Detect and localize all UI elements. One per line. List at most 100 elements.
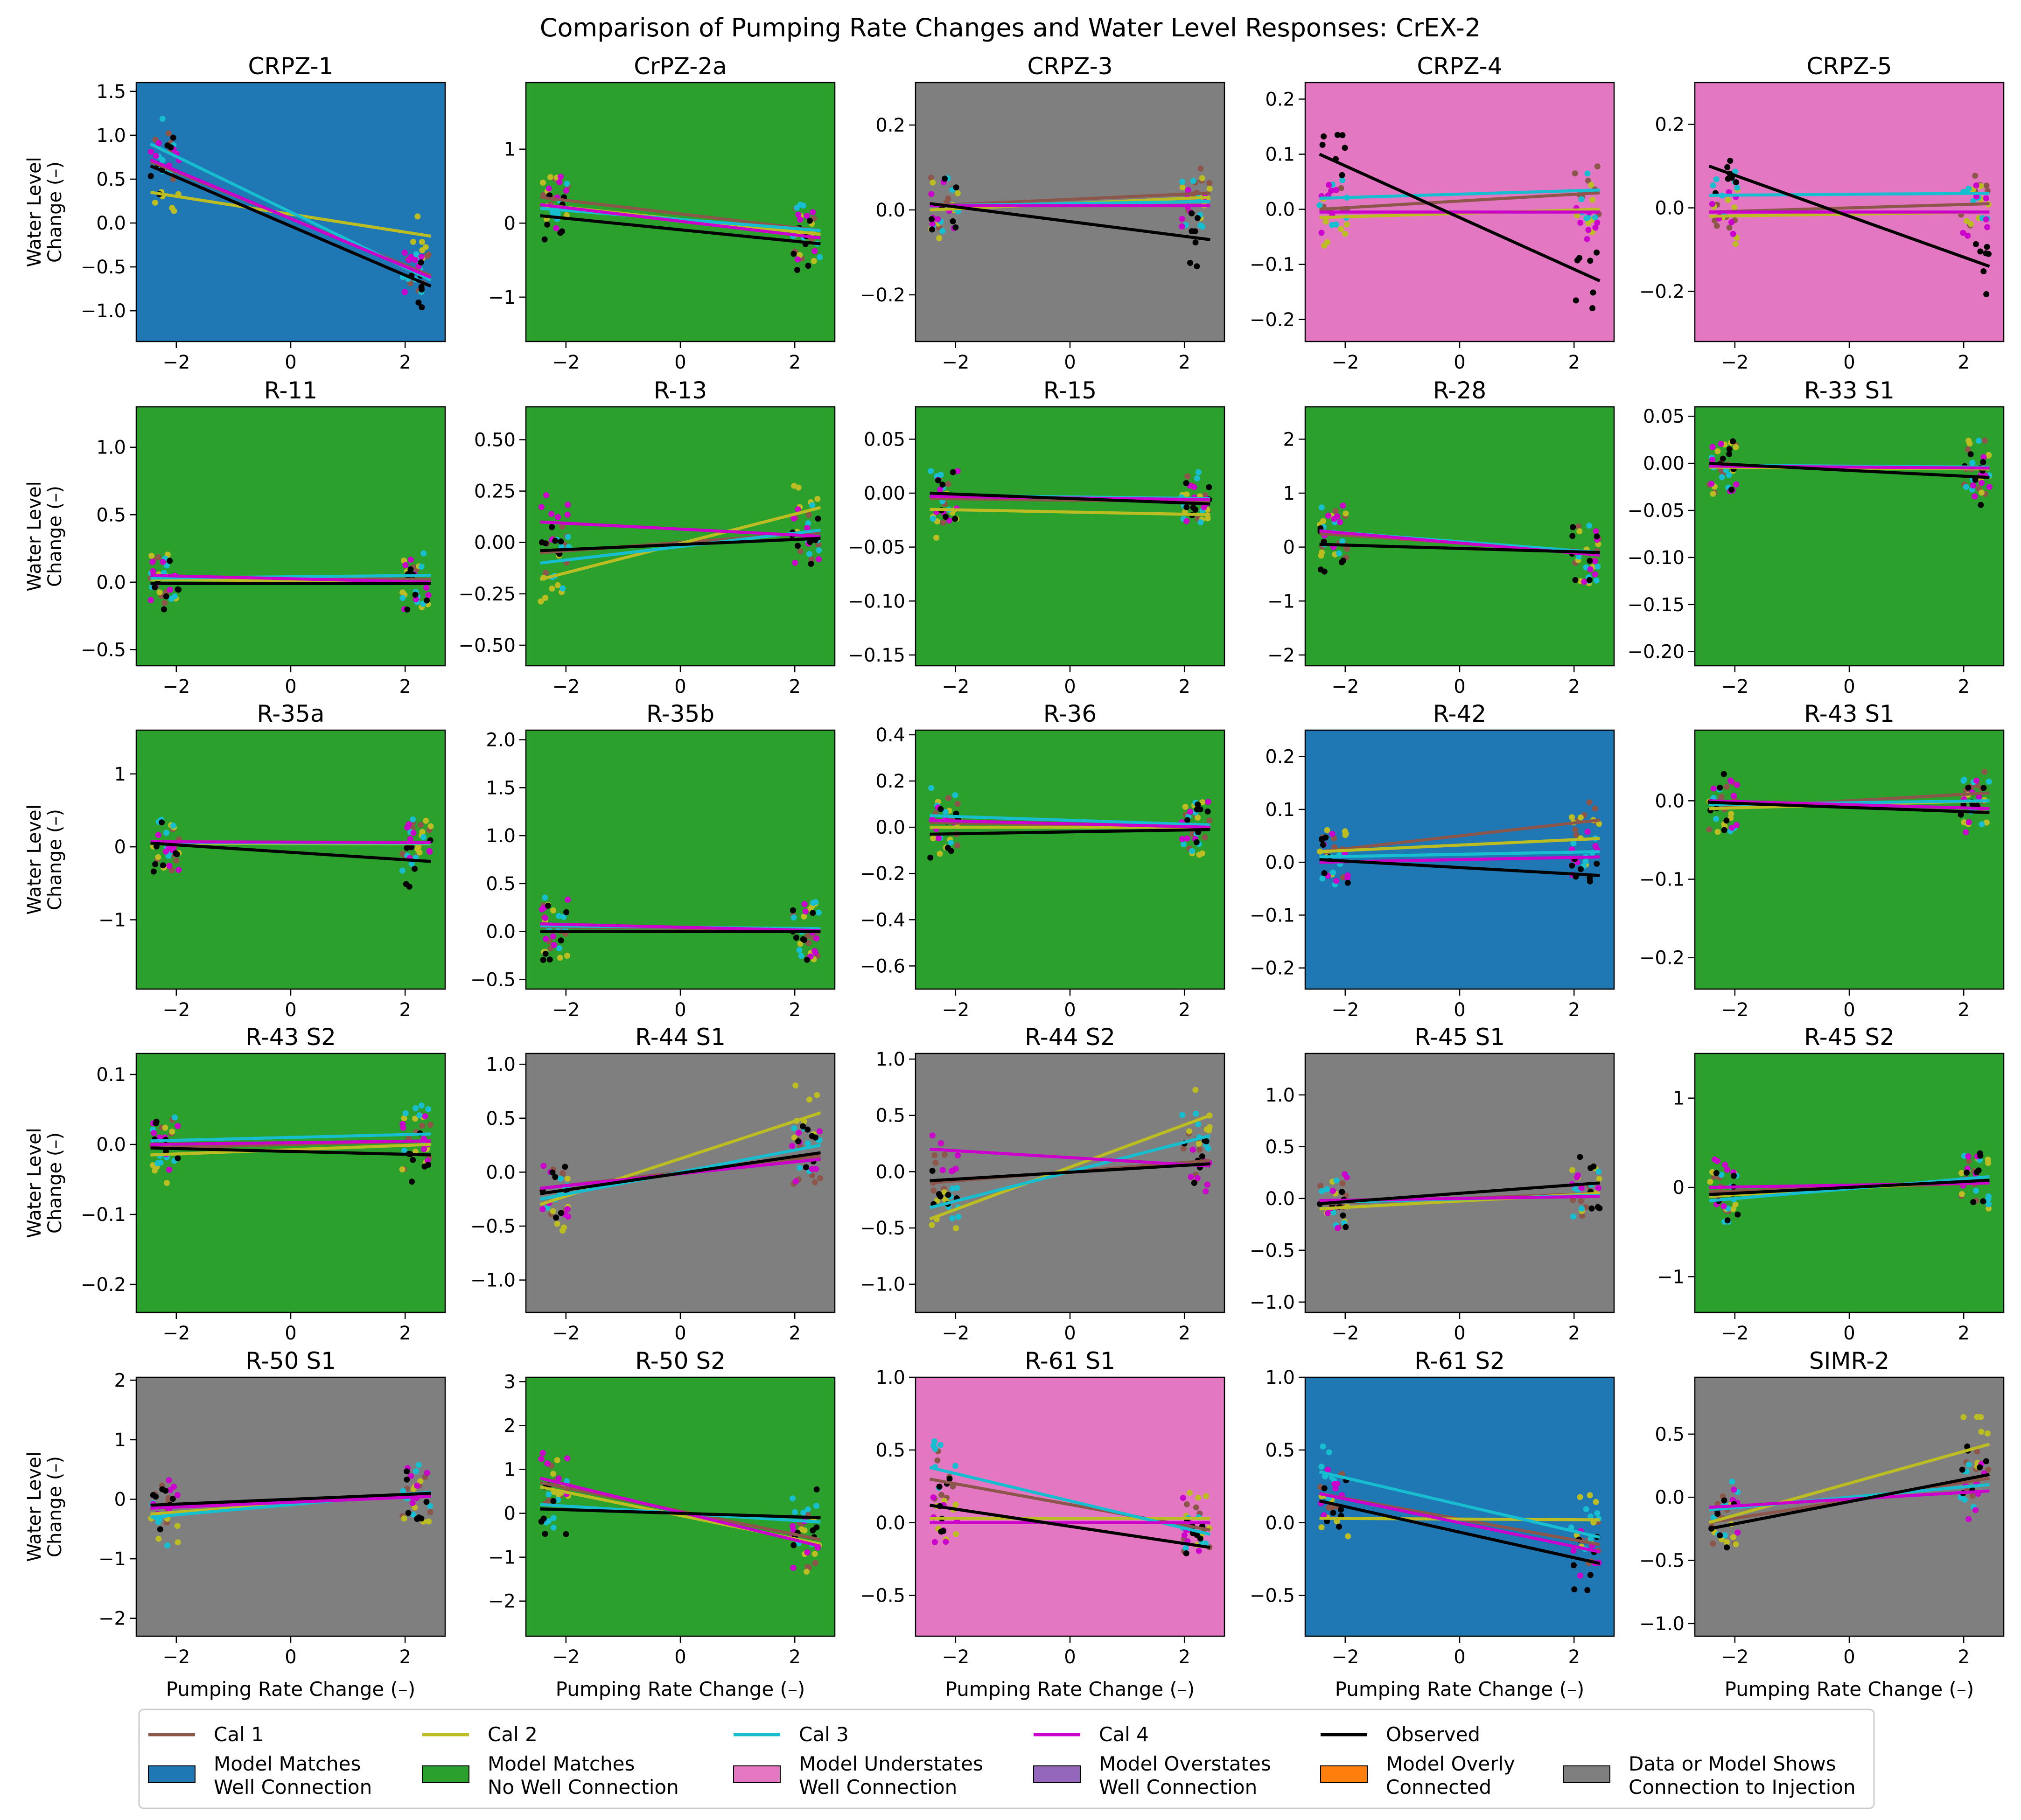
data-point <box>929 1222 935 1228</box>
legend-patch-label: Data or Model Shows <box>1629 1752 1836 1775</box>
x-tick-label: 0 <box>1843 1646 1855 1668</box>
data-point <box>1343 510 1349 517</box>
x-tick-label: −2 <box>1721 1646 1748 1668</box>
y-tick-label: 0.0 <box>1655 1487 1685 1508</box>
data-point <box>1570 1562 1577 1569</box>
data-point <box>161 606 167 613</box>
data-point <box>1179 223 1185 230</box>
data-point <box>563 909 570 915</box>
data-point <box>1720 1203 1727 1209</box>
data-point <box>1724 1217 1731 1224</box>
data-point <box>150 868 157 875</box>
data-point <box>1194 1175 1201 1181</box>
x-tick-label: 0 <box>674 352 686 373</box>
data-point <box>418 564 425 570</box>
data-point <box>1572 170 1578 176</box>
data-point <box>413 1468 419 1475</box>
data-point <box>1970 198 1977 204</box>
data-point <box>153 153 159 159</box>
data-point <box>538 1456 545 1462</box>
data-point <box>800 1123 806 1130</box>
data-point <box>1709 201 1715 207</box>
data-point <box>1187 260 1193 266</box>
data-point <box>554 211 561 217</box>
data-point <box>954 801 961 807</box>
data-point <box>404 1476 410 1483</box>
data-point <box>1980 1198 1986 1205</box>
data-point <box>1201 504 1207 510</box>
data-point <box>805 263 811 269</box>
data-point <box>170 134 176 141</box>
data-point <box>426 1518 432 1525</box>
subplot-title: R-45 S1 <box>1414 1024 1505 1051</box>
scatter-points <box>150 816 434 890</box>
data-point <box>801 901 808 907</box>
data-point <box>1317 1183 1323 1189</box>
y-tick-label: 0.00 <box>1643 453 1685 474</box>
y-tick-label: −0.1 <box>1639 869 1685 891</box>
data-point <box>1205 1145 1211 1152</box>
scatter-points <box>1707 1150 1992 1225</box>
data-point <box>1183 491 1190 498</box>
trend-line-cal-4 <box>1709 1489 1990 1509</box>
x-tick-label: 0 <box>285 1646 296 1668</box>
data-point <box>1577 1572 1583 1579</box>
data-point <box>1344 879 1351 886</box>
x-axis-label: Pumping Rate Change (–) <box>166 1678 416 1701</box>
trend-line-cal-2 <box>930 508 1210 516</box>
plot-background <box>1695 730 2004 989</box>
subplot-title: CRPZ-5 <box>1806 53 1892 80</box>
subplot-title: R-35b <box>646 700 714 727</box>
y-tick-label: −0.1 <box>81 1204 126 1226</box>
data-point <box>1983 250 1989 257</box>
data-point <box>1594 219 1601 226</box>
data-point <box>1193 839 1200 845</box>
data-point <box>1969 802 1976 808</box>
data-point <box>1734 781 1740 788</box>
x-tick-label: 0 <box>1064 352 1076 373</box>
data-point <box>790 907 796 913</box>
data-point <box>1318 504 1325 511</box>
data-point <box>1733 481 1740 488</box>
data-point <box>1333 1177 1340 1184</box>
x-tick-label: −2 <box>1331 999 1359 1021</box>
data-point <box>1727 777 1734 784</box>
y-tick-label: −1.0 <box>1639 1613 1685 1635</box>
data-point <box>1723 783 1730 790</box>
trend-line-cal-4 <box>930 1147 1210 1168</box>
data-point <box>1979 480 1985 486</box>
data-point <box>401 289 408 295</box>
y-tick-label: −0.5 <box>860 1218 905 1239</box>
data-point <box>1590 1163 1597 1170</box>
data-point <box>1203 1188 1209 1194</box>
data-point <box>554 1457 560 1464</box>
x-tick-label: 2 <box>1178 1646 1190 1668</box>
data-point <box>797 548 804 555</box>
data-point <box>1594 563 1601 570</box>
data-point <box>1324 1210 1331 1216</box>
legend-patch-label: Model Matches <box>488 1752 635 1775</box>
data-point <box>1726 451 1733 457</box>
data-point <box>546 956 553 963</box>
data-point <box>152 584 158 591</box>
data-point <box>1339 538 1346 544</box>
data-point <box>1967 451 1974 458</box>
y-tick-label: −0.6 <box>860 955 905 977</box>
y-tick-label: −0.1 <box>1250 905 1295 926</box>
scatter-points <box>928 165 1213 270</box>
data-point <box>952 1463 958 1469</box>
data-point <box>1980 268 1987 274</box>
data-point <box>562 1164 568 1170</box>
data-point <box>930 179 936 186</box>
x-tick-label: 0 <box>285 352 296 373</box>
data-point <box>809 502 816 509</box>
data-point <box>559 585 566 592</box>
x-tick-label: −2 <box>1721 1323 1748 1344</box>
data-point <box>1197 519 1204 525</box>
data-point <box>550 1524 557 1531</box>
data-point <box>552 1174 559 1180</box>
y-tick-label: −1.0 <box>1250 1292 1295 1313</box>
legend-line-label: Cal 3 <box>799 1723 849 1746</box>
data-point <box>419 304 425 311</box>
subplot-title: R-28 <box>1433 377 1486 404</box>
